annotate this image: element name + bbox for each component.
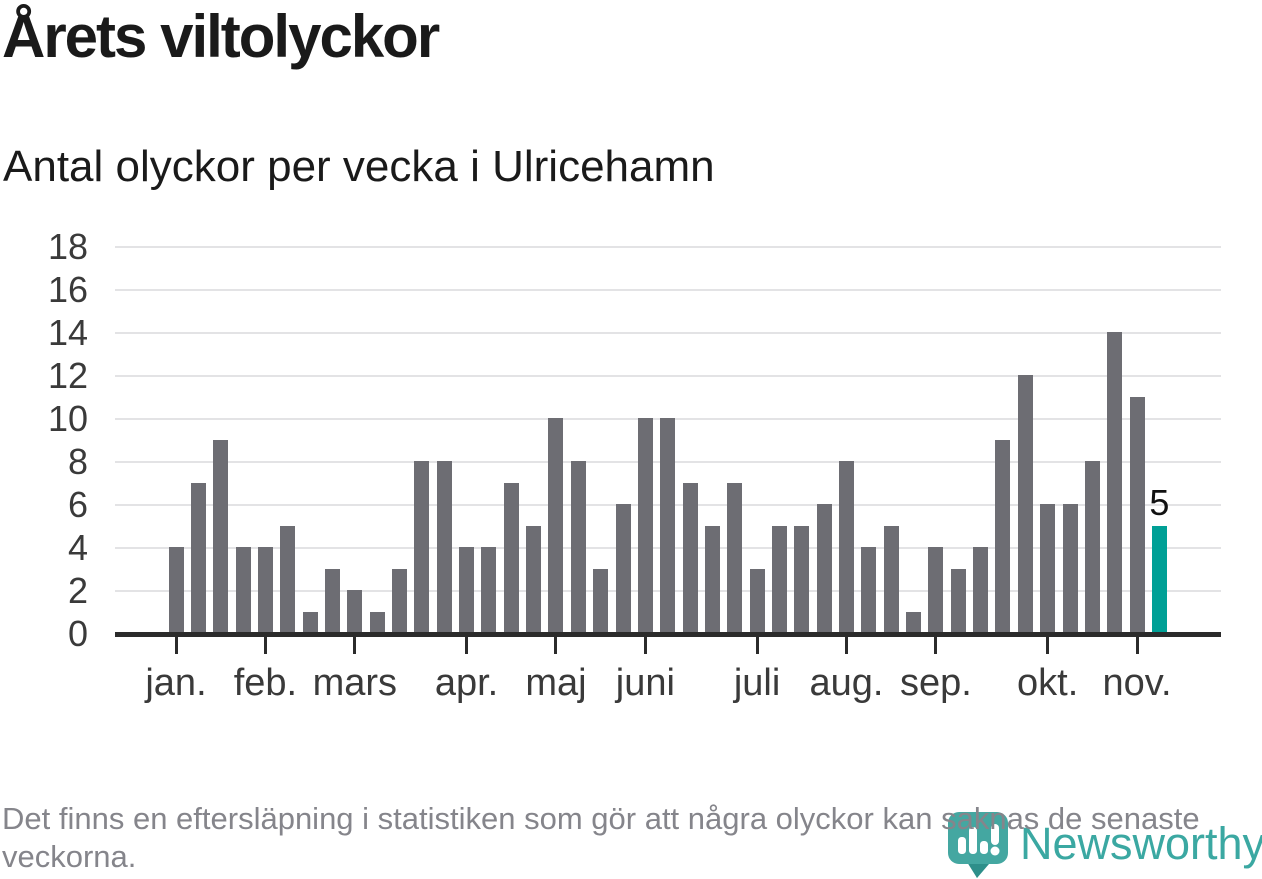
x-axis-label-jan: jan.	[145, 662, 207, 704]
last-value-label: 5	[1149, 481, 1170, 523]
bar-week-33	[883, 525, 899, 633]
bar-week-24	[682, 482, 698, 633]
bar-week-25	[704, 525, 720, 633]
bar-week-32	[861, 547, 877, 633]
bar-week-42	[1084, 461, 1100, 633]
bar-week-28	[771, 525, 787, 633]
x-axis-label-mars: mars	[312, 662, 398, 704]
bar-week-38	[995, 439, 1011, 633]
x-axis-label-maj: maj	[525, 662, 587, 704]
bar-week-1	[168, 547, 184, 633]
x-tick-sep	[934, 637, 938, 654]
bar-week-16	[503, 482, 519, 633]
x-axis-label-apr: apr.	[434, 662, 499, 704]
bar-week-7	[302, 611, 318, 633]
newsworthy-logo-icon	[948, 812, 1008, 878]
bar-week-4	[235, 547, 251, 633]
bar-week-21	[615, 504, 631, 633]
y-axis-label-16: 16	[47, 269, 88, 310]
y-axis-label-18: 18	[47, 226, 88, 267]
bar-week-20	[593, 568, 609, 633]
bar-week-18	[548, 418, 564, 633]
bar-week-35	[928, 547, 944, 633]
y-axis-label-14: 14	[47, 312, 88, 353]
y-axis-label-0: 0	[67, 613, 88, 654]
bar-week-14	[459, 547, 475, 633]
x-tick-maj	[554, 637, 558, 654]
x-tick-jan	[174, 637, 178, 654]
bar-week-12	[414, 461, 430, 633]
x-tick-okt	[1046, 637, 1050, 654]
x-axis-label-juni: juni	[615, 662, 675, 704]
y-axis-label-8: 8	[67, 441, 88, 482]
bar-week-44	[1129, 396, 1145, 633]
bar-week-39	[1017, 375, 1033, 633]
bar-week-3	[213, 439, 229, 633]
y-axis-label-12: 12	[47, 355, 88, 396]
bar-week-17	[526, 525, 542, 633]
x-tick-aug	[845, 637, 848, 654]
bar-week-36	[950, 568, 966, 633]
bar-week-5	[257, 547, 273, 633]
x-axis-label-feb: feb.	[233, 662, 298, 704]
bar-week-8	[324, 568, 340, 633]
bar-week-45	[1151, 525, 1167, 633]
bar-week-30	[816, 504, 832, 633]
bar-week-29	[794, 525, 810, 633]
x-axis-label-juli: juli	[733, 662, 781, 704]
x-tick-mars	[353, 637, 357, 654]
y-axis-label-6: 6	[67, 484, 88, 525]
x-tick-juni	[643, 637, 647, 654]
bar-week-11	[392, 568, 407, 633]
bar-week-19	[570, 461, 586, 633]
bar-week-41	[1062, 504, 1078, 633]
y-axis-label-2: 2	[67, 570, 88, 611]
bar-week-31	[839, 461, 854, 633]
bar-week-13	[436, 461, 452, 633]
x-axis-line	[115, 632, 1221, 637]
bar-week-40	[1040, 504, 1056, 633]
bar-week-43	[1107, 332, 1123, 633]
bar-week-9	[347, 590, 363, 633]
x-tick-apr	[465, 637, 469, 654]
bar-week-37	[973, 547, 989, 633]
gridline-16	[115, 289, 1221, 291]
x-axis-label-nov: nov.	[1102, 662, 1172, 704]
x-axis-label-aug: aug.	[809, 662, 884, 704]
chart-subtitle: Antal olyckor per vecka i Ulricehamn	[3, 142, 715, 191]
gridline-18	[115, 246, 1221, 248]
gridline-12	[115, 375, 1221, 377]
x-axis-label-sep: sep.	[899, 662, 972, 704]
bar-week-26	[727, 482, 743, 633]
bar-week-6	[280, 525, 296, 633]
x-tick-juli	[755, 637, 759, 654]
footer-disclaimer: Det finns en eftersläpning i statistiken…	[2, 801, 1200, 874]
bar-week-22	[637, 418, 653, 633]
bar-week-23	[660, 418, 676, 633]
bar-week-15	[481, 547, 497, 633]
y-axis-label-10: 10	[47, 398, 88, 439]
chart-title: Årets viltolyckor	[2, 3, 440, 70]
x-axis-label-okt: okt.	[1017, 662, 1079, 704]
x-tick-nov	[1135, 637, 1139, 654]
y-axis-label-4: 4	[67, 527, 88, 568]
gridline-14	[115, 332, 1221, 334]
newsworthy-wordmark: Newsworthy	[1020, 818, 1262, 869]
bar-week-27	[749, 568, 765, 633]
bar-week-2	[190, 482, 206, 633]
x-tick-feb	[263, 637, 267, 654]
bar-week-34	[906, 611, 922, 633]
bar-week-10	[369, 611, 385, 633]
